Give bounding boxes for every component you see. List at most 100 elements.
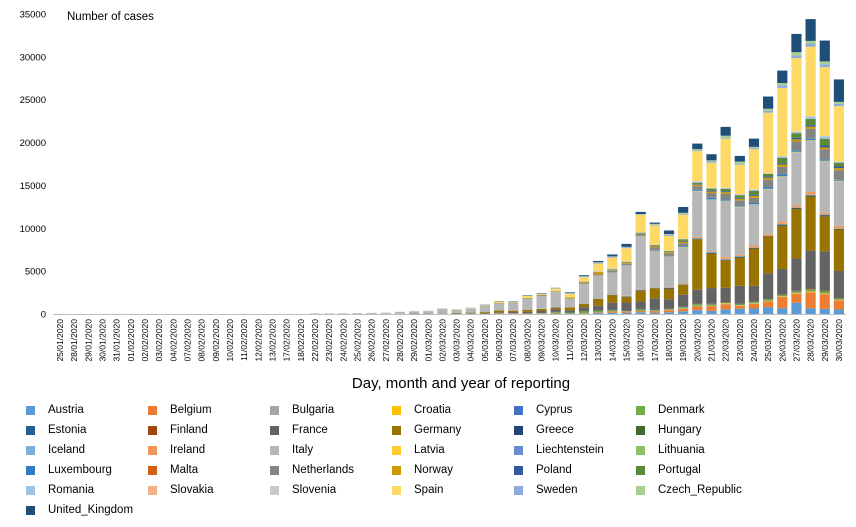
bar-segment <box>663 233 675 235</box>
bar-segment <box>692 182 703 185</box>
x-tick-label: 25/03/2020 <box>763 319 773 362</box>
bar-segment <box>777 294 788 295</box>
x-tick-label: 29/01/2020 <box>83 319 93 362</box>
bar-segment <box>578 307 590 312</box>
bar-segment <box>720 309 731 314</box>
bar-segment <box>748 190 760 195</box>
bar-segment <box>734 200 745 206</box>
legend-swatch <box>148 425 157 435</box>
bar-segment <box>819 147 830 150</box>
bar-segment <box>791 152 802 206</box>
bar-segment <box>338 313 349 314</box>
x-tick-label: 02/02/2020 <box>140 319 150 362</box>
legend-label: Lithuania <box>658 444 705 456</box>
x-tick-label: 30/01/2020 <box>98 319 108 362</box>
legend-label: Poland <box>536 464 572 476</box>
bar-segment <box>607 254 618 257</box>
bar-segment <box>479 305 490 306</box>
legend-item: Luxembourg <box>26 464 112 476</box>
bar-segment <box>819 61 830 65</box>
bar-segment <box>621 261 632 262</box>
bar-segment <box>706 190 717 192</box>
bar-segment <box>777 308 788 314</box>
bar-segment <box>692 304 703 306</box>
bar-segment <box>649 250 660 251</box>
bar-segment <box>607 270 618 271</box>
bar-segment <box>593 263 604 272</box>
y-tick-label: 5000 <box>25 267 46 278</box>
bar-segment <box>564 310 575 313</box>
bar-segment <box>706 252 717 254</box>
bar-segment <box>819 251 830 291</box>
legend-label: Sweden <box>536 484 578 496</box>
bar-segment <box>833 179 845 181</box>
bar-segment <box>819 136 830 139</box>
bar-segment <box>564 298 575 308</box>
x-tick-label: 22/03/2020 <box>721 319 731 362</box>
y-tick-label: 10000 <box>20 224 46 235</box>
legend-swatch <box>392 445 401 455</box>
bar-segment <box>550 312 561 314</box>
bar-segment <box>692 143 703 150</box>
bar-segment <box>678 283 689 285</box>
bar-segment <box>748 189 760 191</box>
bar-segment <box>649 298 660 309</box>
bar-segment <box>805 46 816 117</box>
bar-segment <box>649 246 660 248</box>
bar-segment <box>748 248 760 286</box>
bar-segment <box>777 83 788 86</box>
bar-segment <box>593 262 604 264</box>
bar-segment <box>706 310 717 314</box>
bar-segment <box>833 298 845 300</box>
bar-segment <box>706 306 717 311</box>
bar-segment <box>720 199 731 201</box>
legend-label: Iceland <box>48 444 86 456</box>
y-axis: 0 5000 10000 15000 20000 25000 30000 35000 <box>20 10 46 321</box>
bar-segment <box>607 257 618 269</box>
bar-segment <box>833 300 845 310</box>
bar-segment <box>791 33 802 53</box>
bar-segment <box>649 225 660 245</box>
bar-segment <box>763 96 774 109</box>
bar-segment <box>805 140 816 193</box>
bar-segment <box>833 170 845 180</box>
bar-segment <box>607 272 618 295</box>
legend-item: Romania <box>26 484 94 496</box>
bar-segment <box>805 192 816 195</box>
bar-segment <box>777 174 788 177</box>
x-tick-label: 12/03/2020 <box>579 319 589 362</box>
bar-segment <box>720 126 731 136</box>
bar-segment <box>607 256 618 258</box>
legend-item: Cyprus <box>514 404 572 416</box>
bar-segment <box>508 312 519 314</box>
bar-segment <box>692 189 703 191</box>
legend-swatch <box>392 485 401 495</box>
bar-segment <box>663 288 675 289</box>
legend-item: Hungary <box>636 424 701 436</box>
bar-segment <box>493 303 505 311</box>
bar-segment <box>649 247 660 250</box>
bar-segment <box>777 224 788 226</box>
bar-segment <box>663 286 675 288</box>
bar-segment <box>720 135 731 139</box>
bar-segment <box>833 270 845 298</box>
bar-segment <box>578 283 590 304</box>
bar-segment <box>366 312 377 314</box>
legend-label: Germany <box>414 424 462 436</box>
bar-segment <box>734 205 745 207</box>
legend-swatch <box>148 405 157 415</box>
bar-segment <box>635 301 646 309</box>
bar-segment <box>649 309 660 310</box>
legend-item: Denmark <box>636 404 705 416</box>
bar-segment <box>720 301 731 302</box>
bar-segment <box>819 215 830 217</box>
bar-segment <box>734 197 745 199</box>
legend-label: Austria <box>48 404 84 416</box>
bar-segment <box>423 311 434 314</box>
legend-swatch <box>514 445 523 455</box>
bar-segment <box>309 313 321 314</box>
bar-segment <box>791 137 802 140</box>
bar-segment <box>763 234 774 236</box>
bar-segment <box>706 199 717 252</box>
